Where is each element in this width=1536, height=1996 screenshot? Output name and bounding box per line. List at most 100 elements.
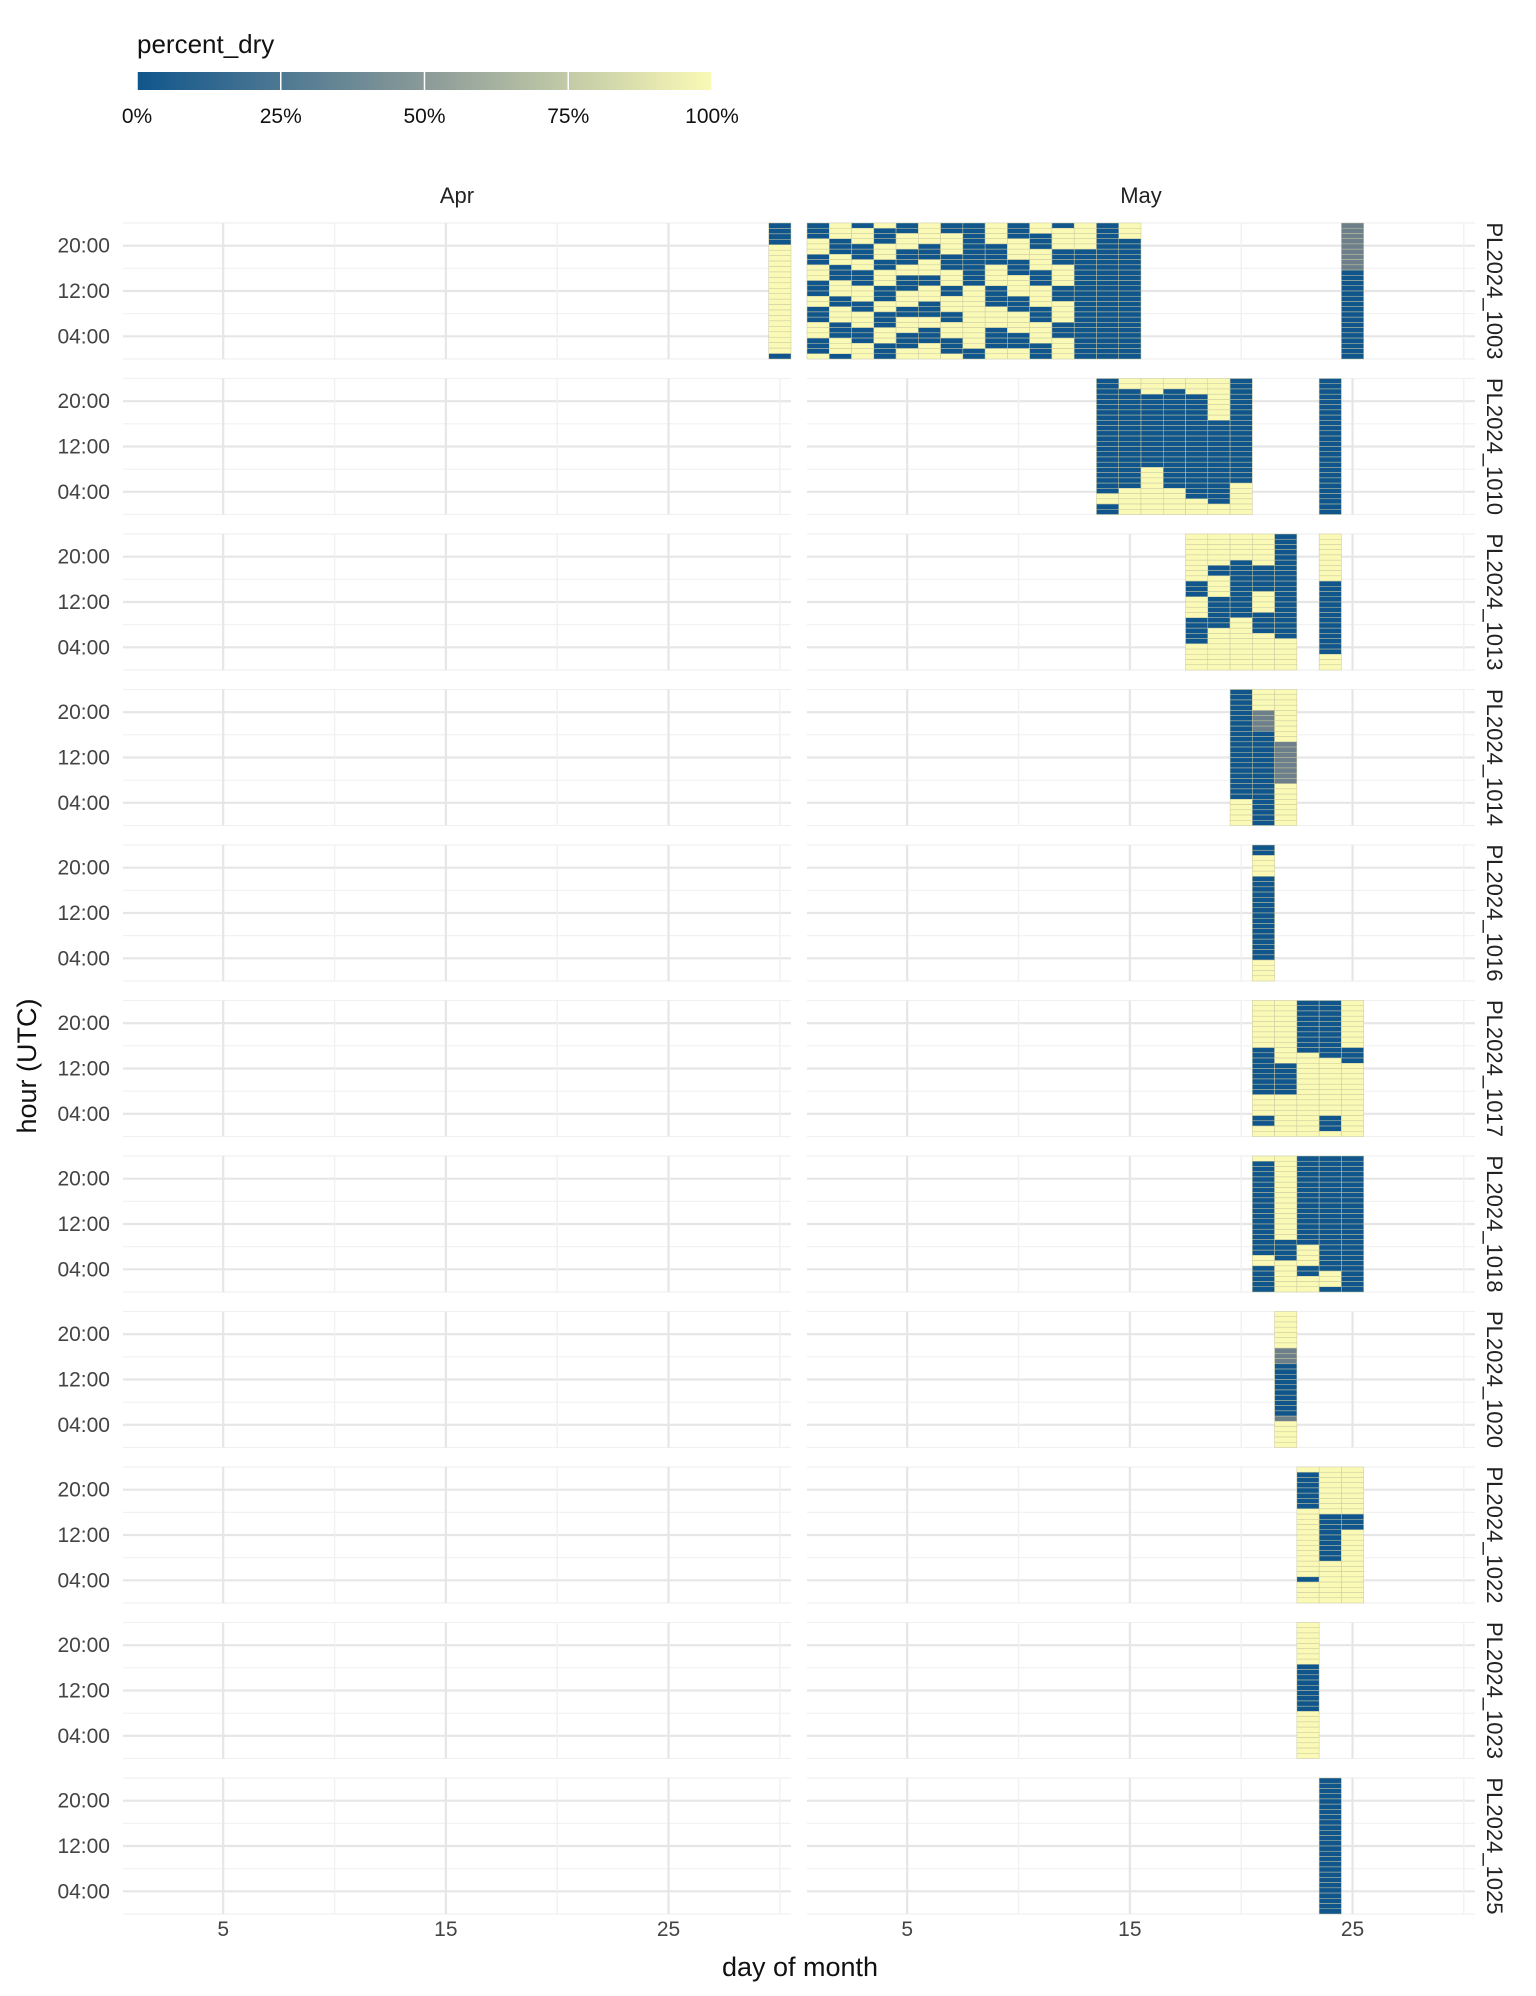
heat-cell — [1318, 591, 1342, 598]
heat-cell — [1007, 337, 1030, 344]
heat-cell — [1140, 456, 1164, 463]
heat-cell — [1341, 275, 1364, 281]
heat-cell — [1296, 1669, 1320, 1676]
panel-may — [807, 844, 1475, 982]
heat-cell — [806, 332, 830, 339]
heat-cell — [1296, 1276, 1320, 1282]
heat-cell — [1007, 269, 1030, 276]
heat-cell — [1252, 1187, 1275, 1193]
facet-row — [123, 688, 1475, 827]
heat-cell — [1318, 1877, 1342, 1883]
heat-cell — [1096, 327, 1119, 334]
heat-cell — [1341, 1160, 1364, 1167]
heat-cell — [1051, 301, 1075, 307]
heat-cell — [873, 306, 897, 313]
y-tick-label: 04:00 — [57, 1258, 110, 1281]
heat-cell — [1318, 1244, 1342, 1251]
heat-cell — [1096, 243, 1119, 250]
heat-cell — [1229, 762, 1253, 769]
heat-cell — [1252, 970, 1275, 977]
heat-cell — [1096, 435, 1119, 442]
heat-cell — [1118, 393, 1142, 400]
heat-cell — [1229, 638, 1253, 645]
heat-cell — [918, 264, 941, 271]
heat-cell — [984, 295, 1008, 302]
heat-cell — [1073, 322, 1097, 328]
heat-cell — [1274, 580, 1298, 587]
heat-cell — [1185, 533, 1209, 540]
heat-cell — [1118, 243, 1142, 250]
heat-cell — [895, 285, 919, 292]
heat-cell — [962, 290, 986, 297]
heat-cell — [1318, 430, 1342, 437]
heat-cell — [1051, 233, 1075, 239]
heat-cell — [1318, 399, 1342, 405]
heat-cell — [768, 266, 792, 273]
heat-cell — [1318, 1856, 1342, 1862]
heat-cell — [1274, 1015, 1298, 1022]
heat-cell — [1296, 1265, 1320, 1272]
heat-cell — [1229, 710, 1253, 716]
heat-cell — [1185, 493, 1209, 500]
heat-cell — [962, 353, 986, 360]
heat-cell — [1229, 689, 1253, 695]
heat-cell — [1252, 1197, 1275, 1204]
y-tick-label: 04:00 — [57, 1880, 110, 1903]
heat-cell — [873, 227, 897, 234]
heat-cell — [1341, 301, 1364, 307]
heat-cell — [1274, 1218, 1298, 1225]
heat-cell — [1118, 409, 1142, 416]
heat-cell — [1341, 1477, 1364, 1483]
heat-cell — [940, 301, 964, 307]
heat-cell — [1140, 461, 1164, 468]
heat-cell — [1096, 259, 1119, 266]
facet-strip-row: PL2024_1020 — [1482, 1311, 1507, 1448]
legend: percent_dry 0% 25% 50% 75% 100% — [122, 29, 739, 128]
heat-cell — [1207, 509, 1231, 515]
heat-cell — [1296, 1171, 1320, 1178]
facet-strip-row: PL2024_1022 — [1482, 1466, 1507, 1603]
heat-cell — [768, 293, 792, 300]
heat-cell — [1296, 1498, 1320, 1504]
heat-cell — [768, 239, 792, 246]
heat-cell — [1118, 311, 1142, 318]
heat-cell — [1163, 509, 1186, 515]
heat-cell — [1341, 1104, 1364, 1111]
heat-cell — [1207, 425, 1231, 432]
facet-strip-row: PL2024_1013 — [1482, 533, 1507, 670]
heat-cell — [851, 322, 875, 328]
heat-cell — [829, 327, 852, 334]
heat-cell — [1341, 1265, 1364, 1272]
heat-cell — [1318, 383, 1342, 390]
heat-cell — [1229, 451, 1253, 458]
heat-cell — [1318, 1115, 1342, 1122]
heat-cell — [1185, 399, 1209, 405]
heat-cell — [1163, 388, 1186, 395]
heat-cell — [1185, 565, 1209, 571]
heat-cell — [1318, 1503, 1342, 1510]
heat-cell — [1051, 259, 1075, 266]
heat-cell — [962, 259, 986, 266]
heat-cell — [1185, 575, 1209, 582]
heat-cell — [1341, 1255, 1364, 1261]
heat-cell — [829, 332, 852, 339]
x-tick-label: 5 — [901, 1918, 913, 1941]
heat-cell — [1007, 306, 1030, 313]
heat-cell — [1252, 860, 1275, 867]
heat-cell — [1029, 322, 1053, 328]
heat-cell — [1252, 1131, 1275, 1137]
heat-cell — [1296, 1747, 1320, 1754]
heat-cell — [1118, 238, 1142, 245]
heat-cell — [806, 254, 830, 260]
heat-cell — [1296, 1482, 1320, 1489]
heat-cell — [1118, 227, 1142, 234]
heat-cell — [851, 227, 875, 234]
heat-cell — [1185, 430, 1209, 437]
heat-cell — [1318, 509, 1342, 515]
heat-cell — [1274, 699, 1298, 706]
heat-cell — [1274, 746, 1298, 753]
y-tick-label: 12:00 — [57, 436, 110, 459]
heat-cell — [1274, 612, 1298, 618]
heat-cell — [1274, 1394, 1298, 1401]
